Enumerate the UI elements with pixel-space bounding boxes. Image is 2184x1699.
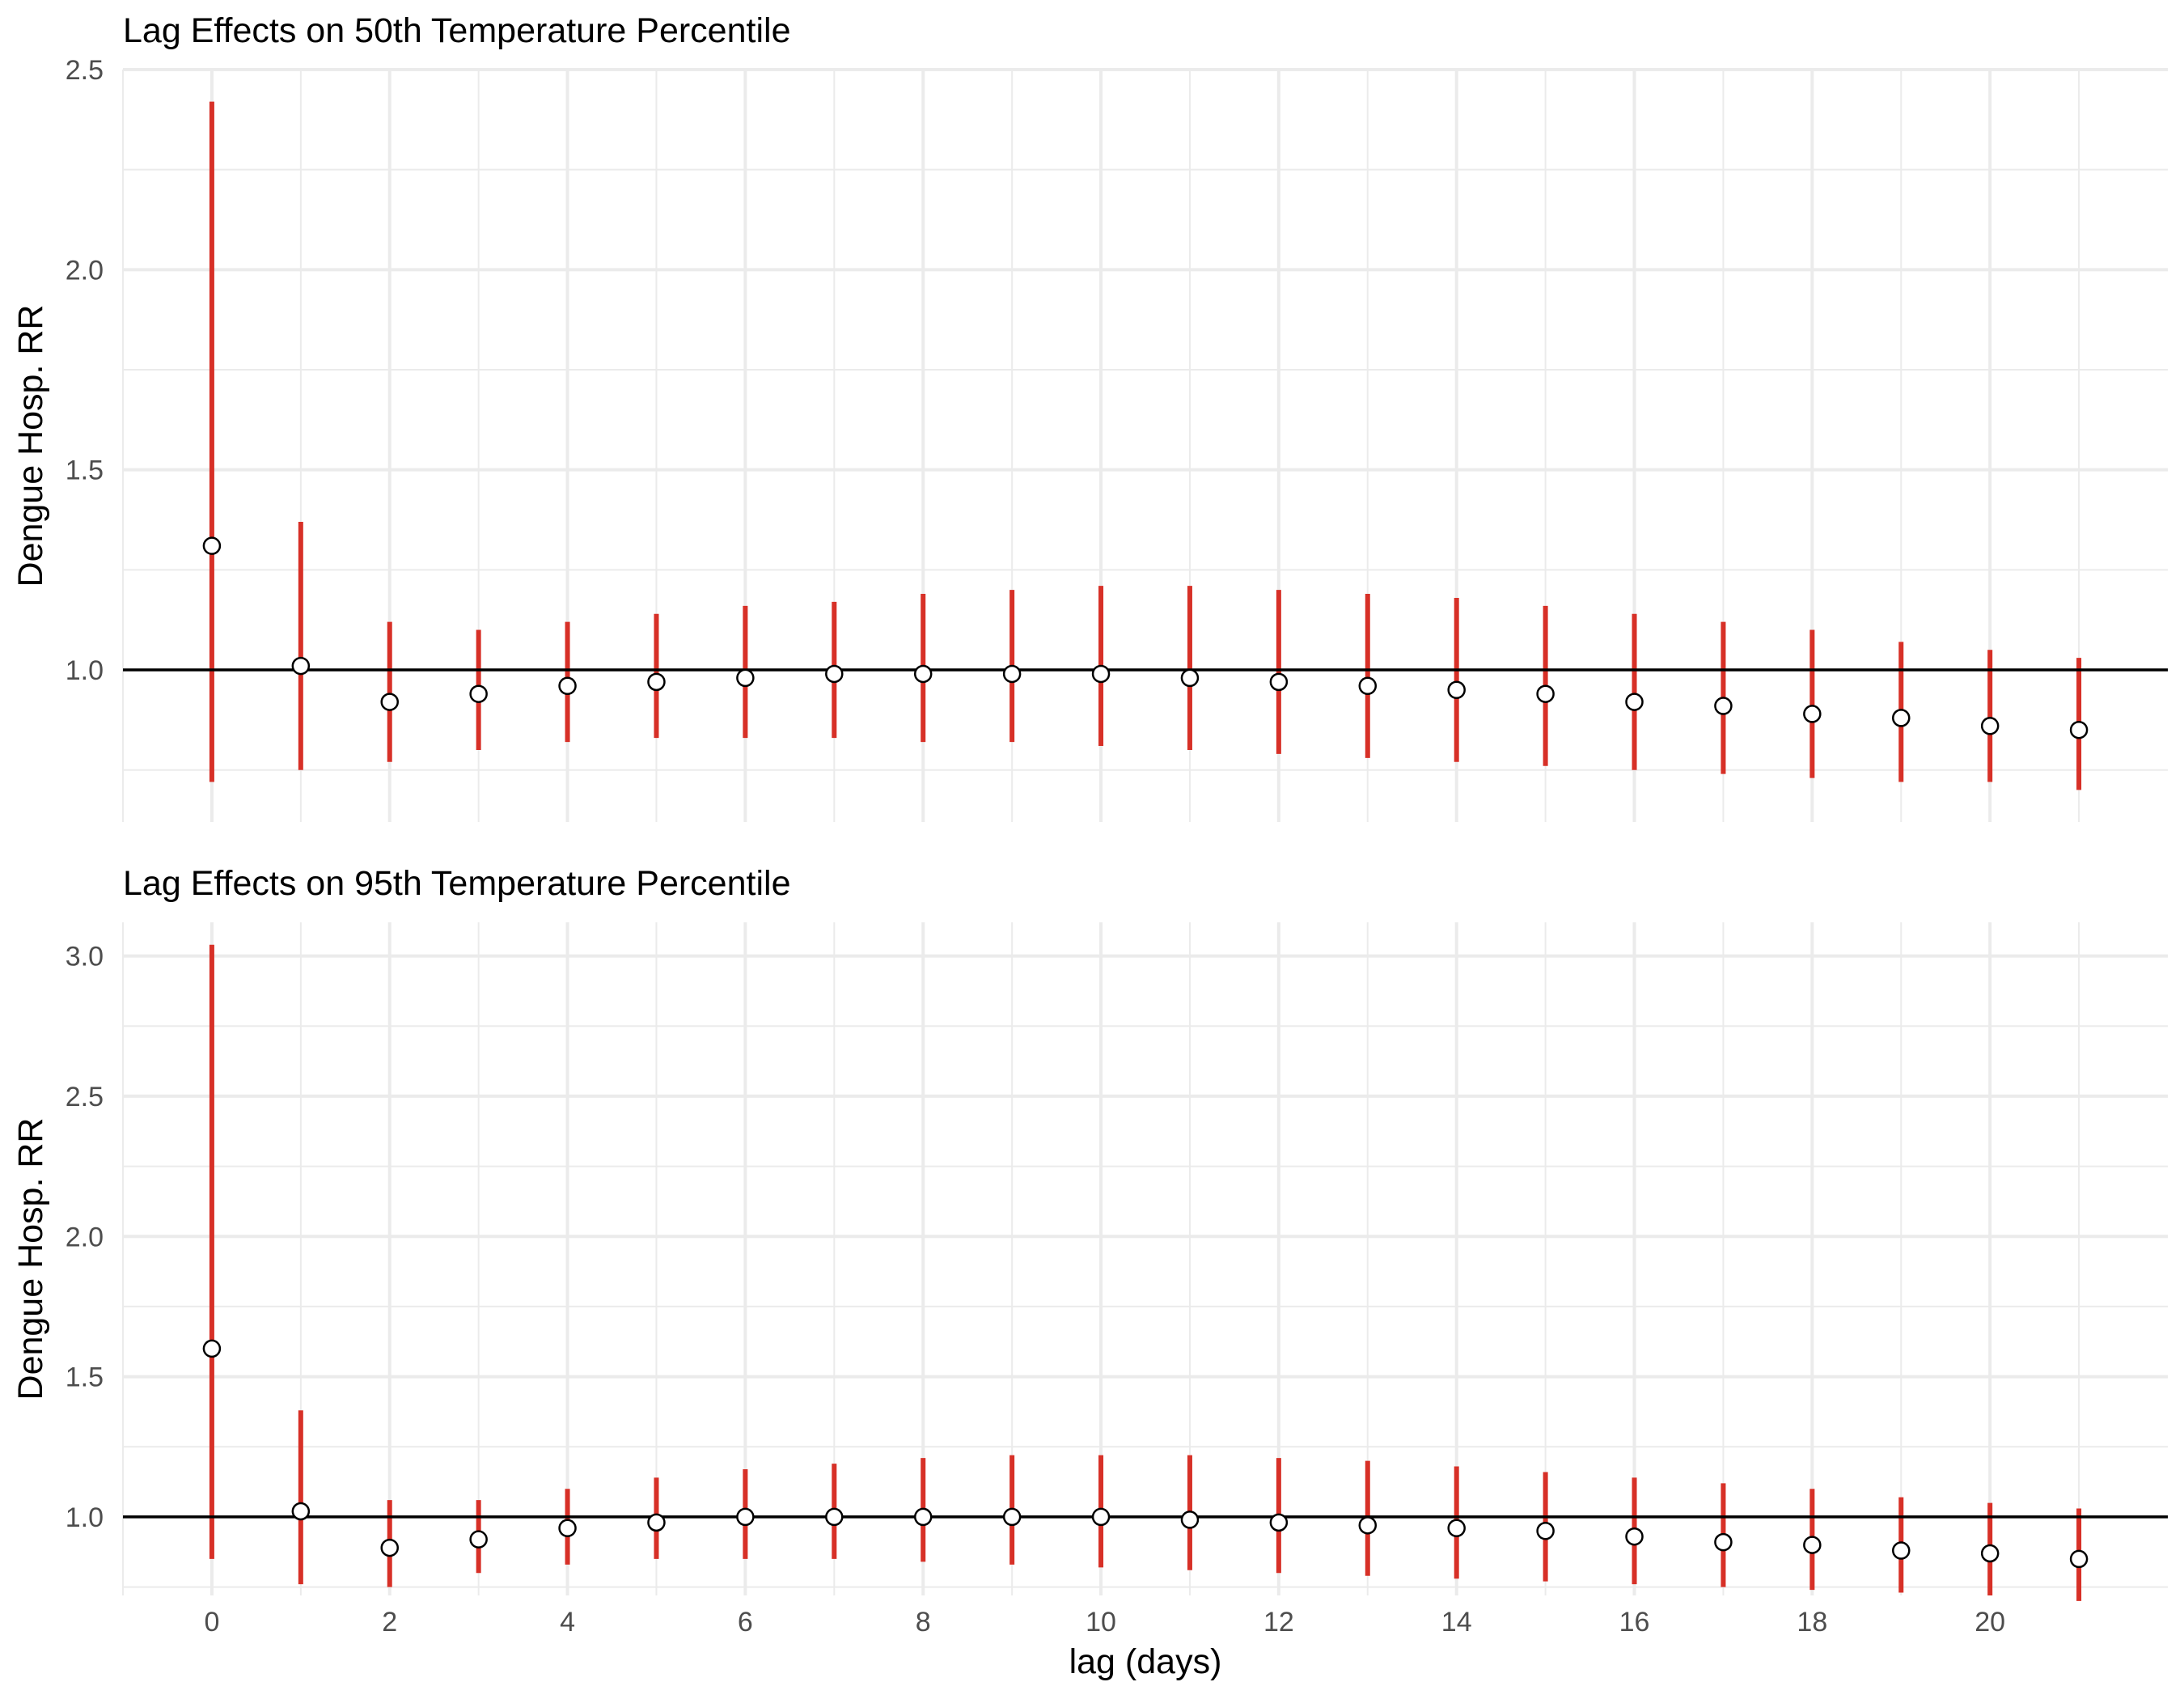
rr-point (558, 1519, 577, 1538)
x-tick-label: 8 (916, 1607, 931, 1638)
rr-point (1803, 705, 1822, 723)
rr-point (647, 1513, 666, 1532)
rr-point (913, 1507, 933, 1527)
panel-title: Lag Effects on 95th Temperature Percenti… (123, 864, 790, 903)
x-tick-label: 10 (1086, 1607, 1116, 1638)
y-tick-label: 1.5 (66, 1362, 104, 1393)
x-tick-label: 12 (1263, 1607, 1294, 1638)
rr-point (1269, 1513, 1289, 1532)
rr-point (647, 672, 666, 692)
x-tick-label: 4 (560, 1607, 575, 1638)
rr-point (1002, 1507, 1022, 1527)
x-tick-label: 16 (1619, 1607, 1650, 1638)
rr-point (1091, 664, 1111, 684)
rr-point (1269, 672, 1289, 692)
y-tick-label: 3.0 (66, 942, 104, 972)
rr-point (736, 668, 755, 688)
y-axis-label: Dengue Hosp. RR (11, 305, 50, 587)
rr-point (291, 656, 311, 676)
rr-point (291, 1502, 311, 1521)
y-tick-label: 1.0 (66, 655, 104, 686)
x-tick-label: 0 (204, 1607, 219, 1638)
rr-point (1091, 1507, 1111, 1527)
rr-point (1536, 684, 1555, 703)
rr-point (380, 1538, 399, 1557)
rr-point (1358, 1516, 1378, 1535)
x-tick-label: 2 (382, 1607, 397, 1638)
rr-point (1714, 1532, 1733, 1552)
rr-point (736, 1507, 755, 1527)
rr-point (1180, 1510, 1200, 1529)
rr-point (1002, 664, 1022, 684)
x-axis-label: lag (days) (1069, 1642, 1222, 1681)
rr-point (202, 536, 222, 555)
rr-point (825, 1507, 844, 1527)
y-tick-label: 2.5 (66, 1082, 104, 1112)
rr-point (469, 1530, 488, 1549)
rr-point (913, 664, 933, 684)
y-axis-label: Dengue Hosp. RR (11, 1118, 50, 1400)
x-tick-label: 18 (1797, 1607, 1827, 1638)
y-tick-label: 2.0 (66, 255, 104, 286)
y-tick-label: 2.0 (66, 1222, 104, 1252)
x-tick-label: 6 (738, 1607, 753, 1638)
rr-point (202, 1339, 222, 1358)
rr-point (380, 693, 399, 711)
y-tick-label: 1.5 (66, 455, 104, 486)
rr-point (1980, 717, 2000, 735)
rr-point (1892, 709, 1911, 727)
y-tick-label: 1.0 (66, 1502, 104, 1533)
rr-point (1447, 680, 1466, 700)
rr-point (1980, 1544, 2000, 1563)
rr-point (1892, 1541, 1911, 1560)
rr-point (1180, 668, 1200, 688)
x-tick-label: 14 (1441, 1607, 1472, 1638)
rr-point (825, 664, 844, 684)
panel-95th-percentile: 1.0 1.5 2.0 2.5 3.0 0 2 4 6 8 10 12 14 16 18 20 Lag Effe… (11, 864, 2168, 1681)
panel-title: Lag Effects on 50th Temperature Percenti… (123, 11, 790, 50)
rr-point (1358, 676, 1378, 696)
rr-point (1803, 1536, 1822, 1554)
rr-point (469, 684, 488, 703)
rr-point (1625, 1527, 1644, 1546)
rr-point (1447, 1519, 1466, 1538)
rr-point (1536, 1522, 1555, 1540)
rr-point (2069, 1549, 2089, 1569)
x-tick-label: 20 (1974, 1607, 2005, 1638)
rr-point (1625, 693, 1644, 711)
rr-point (1714, 697, 1733, 715)
rr-point (558, 676, 577, 696)
panel-50th-percentile: 1.0 1.5 2.0 2.5 Lag Effects on 50th Temperat… (11, 11, 2168, 822)
rr-point (2069, 720, 2089, 739)
y-tick-label: 2.5 (66, 55, 104, 86)
